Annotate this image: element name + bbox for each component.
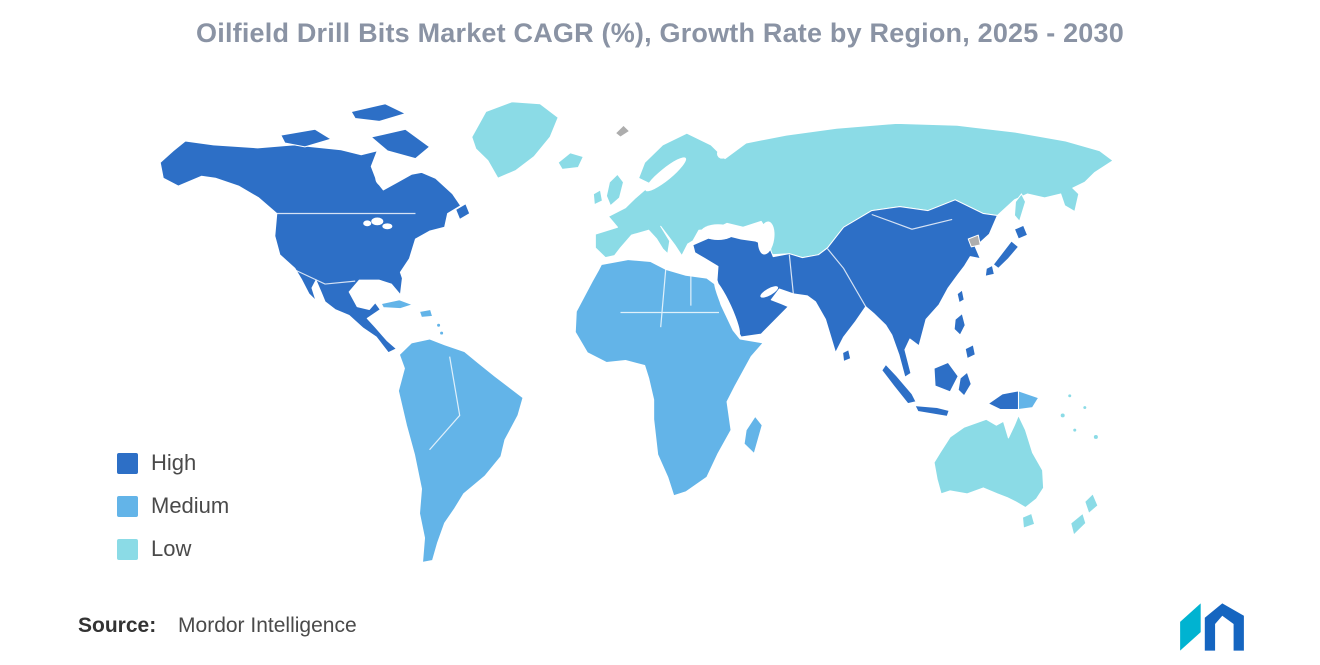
region-victoria-island <box>280 128 332 148</box>
region-great-britain <box>605 173 625 207</box>
baltic-sea <box>645 157 687 192</box>
mordor-intelligence-logo <box>1176 599 1248 653</box>
black-sea <box>700 224 736 240</box>
legend-row-medium: Medium <box>117 493 229 519</box>
border-iran-pakistan <box>788 254 794 294</box>
legend-row-low: Low <box>117 536 229 562</box>
region-north-korea <box>967 234 981 248</box>
great-lakes-1 <box>371 217 384 226</box>
legend-label-medium: Medium <box>151 493 230 518</box>
source-prefix: Source: <box>78 614 157 637</box>
great-lakes-3 <box>363 220 372 227</box>
source-text: Mordor Intelligence <box>178 614 357 637</box>
region-asia-middle-east <box>692 199 998 378</box>
hudson-bay <box>375 169 396 188</box>
region-sumatra <box>881 363 917 405</box>
logo-right-shape <box>1204 603 1244 651</box>
region-lesser-antilles-1 <box>436 322 442 328</box>
region-java <box>914 405 950 417</box>
chart-title: Oilfield Drill Bits Market CAGR (%), Gro… <box>196 18 1124 48</box>
region-japan-hokkaido <box>1013 224 1029 240</box>
border-china-mongolia <box>871 213 953 230</box>
region-south-america <box>397 338 524 563</box>
region-pacific-island-4 <box>1092 434 1099 440</box>
region-japan-kyushu <box>984 264 995 277</box>
logo-left-shape <box>1180 603 1201 651</box>
red-sea <box>714 280 740 335</box>
region-australia <box>933 414 1045 509</box>
region-newfoundland <box>455 203 471 220</box>
region-pacific-island-5 <box>1067 393 1073 399</box>
region-cuba <box>380 299 413 310</box>
legend-swatch-low <box>117 538 138 560</box>
source-line: Source: Mordor Intelligence <box>78 614 357 638</box>
region-iceland <box>557 152 584 170</box>
region-svalbard <box>614 124 631 138</box>
white-sea <box>716 148 728 159</box>
border-africa-1 <box>660 269 667 328</box>
great-lakes-2 <box>382 223 393 230</box>
region-europe-russia <box>594 122 1114 259</box>
region-north-america <box>159 140 462 354</box>
region-new-guinea-west <box>987 390 1019 411</box>
world-map <box>118 92 1123 582</box>
legend: High Medium Low <box>117 450 229 579</box>
region-taiwan <box>956 289 965 304</box>
region-hispaniola <box>418 309 434 318</box>
world-map-svg <box>159 101 1114 563</box>
persian-gulf <box>760 286 779 298</box>
region-baffin-island <box>370 128 431 160</box>
region-new-guinea-east <box>1017 390 1040 411</box>
legend-label-high: High <box>151 450 197 475</box>
region-japan-honshu <box>992 240 1019 269</box>
legend-swatch-medium <box>117 495 138 517</box>
region-greenland <box>471 101 559 179</box>
region-new-zealand-south <box>1070 512 1087 536</box>
region-sri-lanka <box>842 349 852 362</box>
legend-label-low: Low <box>151 536 192 561</box>
caspian-sea <box>757 221 775 255</box>
region-philippines-luzon <box>953 312 966 336</box>
region-sulawesi <box>957 371 972 397</box>
region-pacific-island-3 <box>1082 405 1088 411</box>
region-ireland <box>592 189 603 206</box>
border-india-north <box>827 248 867 307</box>
mordor-logo-svg <box>1180 603 1244 651</box>
region-ellesmere-island <box>350 103 406 122</box>
region-philippines-mindanao <box>964 344 976 360</box>
border-brazil <box>429 356 461 451</box>
legend-swatch-high <box>117 452 138 474</box>
border-us-mexico <box>295 269 356 285</box>
region-africa <box>574 259 764 497</box>
region-new-zealand-north <box>1084 493 1099 514</box>
region-madagascar <box>743 415 763 455</box>
region-lesser-antilles-2 <box>439 330 445 336</box>
region-tasmania <box>1021 512 1036 529</box>
region-sakhalin <box>1013 193 1027 222</box>
region-pacific-island-1 <box>1059 412 1066 419</box>
region-pacific-island-2 <box>1072 427 1078 433</box>
region-borneo <box>933 361 959 393</box>
legend-row-high: High <box>117 450 229 476</box>
